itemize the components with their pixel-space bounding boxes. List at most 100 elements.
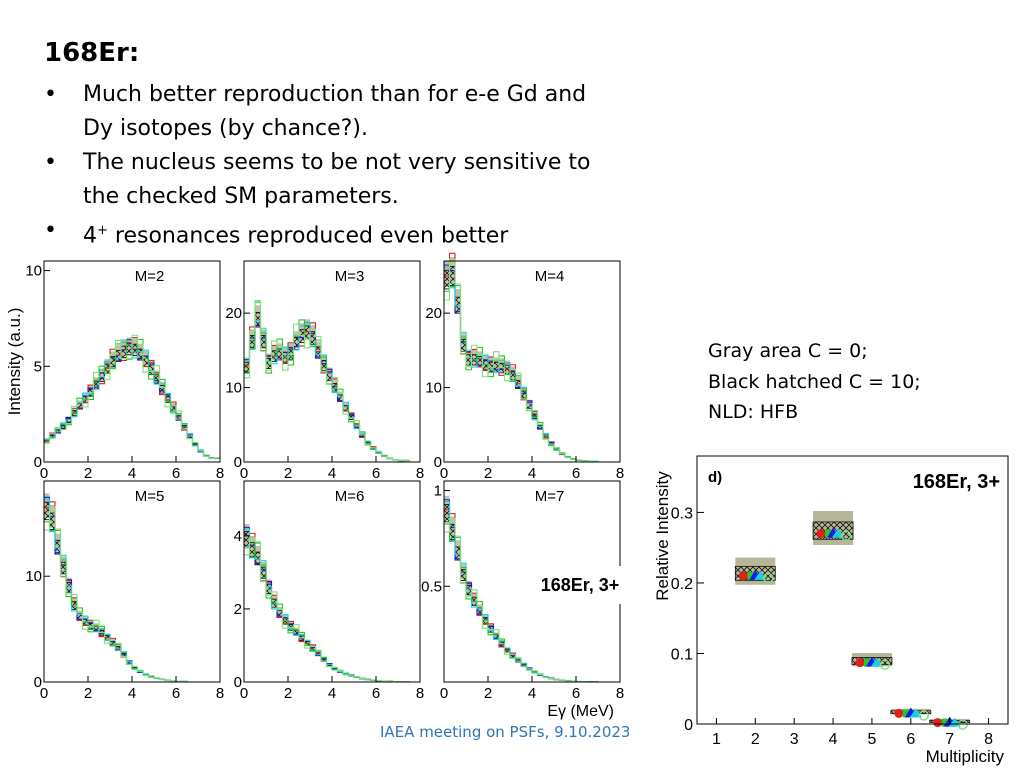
x-tick-label: 6 [572, 465, 580, 482]
y-tick-label: 2 [234, 601, 242, 618]
bullet-dot-icon: • [44, 150, 57, 175]
y-tick-label: 4 [234, 528, 242, 545]
series-line-0 [244, 319, 409, 462]
x-tick-label: 1 [712, 731, 721, 748]
panel-label: M=2 [135, 268, 165, 285]
y-tick-label: 0.1 [671, 646, 693, 663]
series-line-1 [244, 322, 409, 462]
y-tick-label: 0 [234, 674, 242, 691]
x-tick-label: 4 [128, 465, 136, 482]
panel-label: M=6 [335, 488, 365, 505]
bullet-superscript: + [97, 223, 108, 238]
marker-green [902, 709, 911, 718]
bullet-text-after: resonances reproduced even better [107, 223, 509, 249]
marker-red [894, 708, 904, 718]
annotation-background [536, 566, 622, 604]
series-line-4 [44, 506, 187, 683]
series-line-2 [244, 319, 409, 462]
marker-open [840, 530, 852, 541]
x-tick-label: 8 [984, 731, 993, 748]
panel-frame [696, 455, 1009, 725]
y-tick-label: 5 [34, 358, 42, 375]
x-tick-label: 3 [790, 731, 799, 748]
marker-green [747, 571, 756, 580]
note-black-hatched: Black hatched C = 10; [708, 370, 921, 393]
bullet-list: • Much better reproduction than for e-e G… [44, 78, 604, 253]
x-tick-label: 6 [906, 731, 915, 748]
legend-notes: Gray area C = 0; Black hatched C = 10; N… [708, 336, 921, 428]
marker-green [941, 718, 950, 727]
panel-label: M=4 [535, 268, 565, 285]
bullet-item: • Much better reproduction than for e-e G… [44, 78, 604, 146]
band-c10-hatched [243, 312, 410, 462]
y-tick-label: 0 [684, 717, 693, 734]
y-tick-label: 10 [425, 380, 442, 397]
slide-title: 168Er: [44, 38, 140, 68]
x-tick-label: 6 [372, 465, 380, 482]
panel-title: 168Er, 3+ [913, 471, 1000, 493]
panel-label: d) [708, 469, 722, 486]
y-tick-label: 0 [434, 454, 442, 471]
x-tick-label: 8 [616, 465, 624, 482]
y-tick-label: 10 [25, 568, 42, 585]
band-c10-hatched [43, 342, 221, 459]
x-tick-label: 4 [528, 465, 536, 482]
panel-frame [43, 260, 221, 463]
y-tick-label: 20 [425, 305, 442, 322]
x-tick-label: 4 [328, 685, 336, 702]
x-tick-label: 5 [867, 731, 876, 748]
x-tick-label: 0 [240, 465, 248, 482]
x-tick-label: 0 [40, 465, 48, 482]
marker-open [763, 572, 774, 584]
x-tick-label: 8 [216, 465, 224, 482]
y-tick-label: 0.5 [421, 578, 442, 595]
series-line-3 [44, 521, 187, 682]
x-tick-label: 2 [84, 465, 92, 482]
panel-label: M=7 [535, 488, 565, 505]
y-tick-label: 0 [34, 674, 42, 691]
y-tick-label: 20 [225, 305, 242, 322]
x-tick-label: 7 [945, 731, 954, 748]
x-tick-label: 6 [172, 685, 180, 702]
marker-red [933, 718, 943, 728]
y-tick-label: 0 [234, 454, 242, 471]
y-tick-label: 10 [225, 380, 242, 397]
panel-label: M=3 [335, 268, 365, 285]
x-tick-label: 0 [440, 685, 448, 702]
bullet-text: The nucleus seems to be not very sensiti… [83, 150, 591, 209]
bullet-dot-icon: • [44, 218, 57, 243]
x-tick-label: 8 [416, 685, 424, 702]
note-gray-area: Gray area C = 0; [708, 340, 868, 362]
y-tick-label: 1 [434, 483, 442, 500]
x-tick-label: 8 [216, 685, 224, 702]
x-tick-label: 6 [572, 685, 580, 702]
panel-annotation: 168Er, 3+ [541, 575, 620, 595]
y-tick-label: 0.3 [671, 505, 693, 522]
y-axis-title: Relative Intensity [653, 471, 672, 601]
bullet-item: • The nucleus seems to be not very sensit… [44, 146, 604, 214]
x-tick-label: 4 [128, 685, 136, 702]
marker-green [825, 529, 834, 538]
x-axis-title: Eγ (MeV) [547, 703, 614, 720]
series-line-4 [244, 536, 409, 683]
x-tick-label: 4 [528, 685, 536, 702]
bullet-item: • 4+ resonances reproduced even better [44, 214, 604, 253]
x-tick-label: 2 [284, 685, 292, 702]
footer-text: IAEA meeting on PSFs, 9.10.2023 [380, 723, 631, 741]
x-tick-label: 2 [84, 685, 92, 702]
series-line-4 [444, 517, 609, 683]
marker-green [863, 658, 872, 667]
note-nld: NLD: HFB [708, 401, 799, 423]
y-tick-label: 0 [34, 454, 42, 471]
y-axis-title: Intensity (a.u.) [5, 308, 24, 416]
x-tick-label: 0 [240, 685, 248, 702]
x-tick-label: 6 [172, 465, 180, 482]
series-line-4 [44, 334, 220, 459]
x-tick-label: 0 [40, 685, 48, 702]
marker-open [957, 719, 968, 730]
bullet-text-before: 4 [83, 223, 97, 249]
x-tick-label: 6 [372, 685, 380, 702]
x-tick-label: 4 [829, 731, 838, 748]
x-tick-label: 2 [484, 465, 492, 482]
